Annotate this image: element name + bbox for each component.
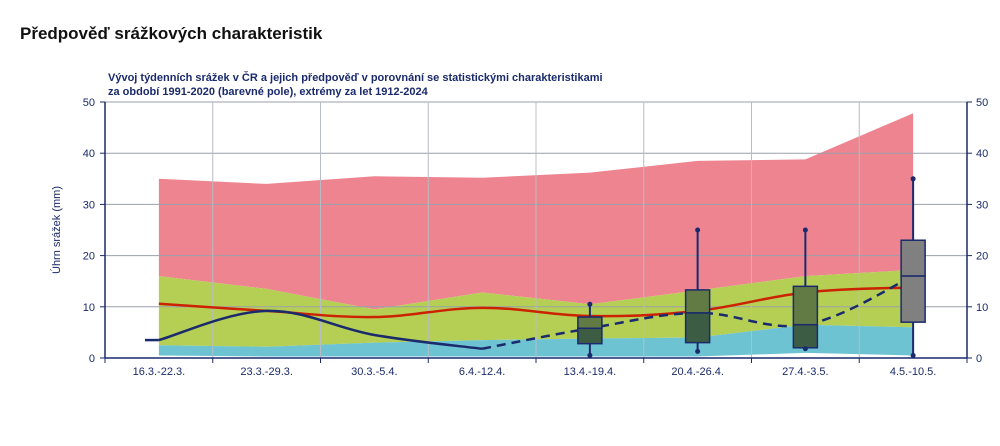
chart-title-line2: za období 1991-2020 (barevné pole), extr… (108, 86, 429, 98)
x-tick-label: 4.5.-10.5. (890, 366, 936, 378)
y-tick-label-right: 30 (976, 199, 988, 211)
forecast-boxplots (577, 176, 926, 358)
page-title: Předpověď srážkových charakteristik (20, 24, 323, 43)
y-tick-label-right: 20 (976, 251, 988, 263)
boxplot-upper-box (900, 239, 926, 277)
y-tick-label-right: 40 (976, 148, 988, 160)
boxplot-min-point (587, 352, 593, 358)
x-tick-label: 30.3.-5.4. (351, 366, 397, 378)
x-tick-label: 20.4.-26.4. (671, 366, 724, 378)
y-tick-label-left: 10 (83, 302, 95, 314)
y-tick-label-left: 40 (83, 148, 95, 160)
boxplot-max-point (802, 227, 808, 233)
y-tick-label-left: 0 (89, 353, 95, 365)
axes: 0 0 10 10 20 20 30 30 40 40 50 50 16.3.-22.3. 23.3.-2… (50, 97, 988, 378)
boxplot-min-point (910, 352, 916, 358)
y-axis-label: Úhrn srážek (mm) (50, 186, 63, 274)
y-tick-label-left: 30 (83, 199, 95, 211)
boxplot-lower-box (900, 275, 926, 323)
x-tick-label: 13.4.-19.4. (564, 366, 617, 378)
chart-title-line1: Vývoj týdenních srážek v ČR a jejich pře… (108, 71, 603, 84)
boxplot-upper-box (577, 316, 603, 330)
boxplot-upper-box (684, 289, 711, 314)
x-tick-label: 27.4.-3.5. (782, 366, 828, 378)
y-tick-label-right: 50 (976, 97, 988, 109)
boxplot-lower-box (684, 312, 711, 344)
y-tick-label-left: 50 (83, 97, 95, 109)
grid-lines (105, 101, 967, 358)
x-tick-label: 6.4.-12.4. (459, 366, 505, 378)
boxplot-max-point (910, 176, 916, 182)
boxplot-upper-box (792, 285, 819, 326)
y-tick-label-left: 20 (83, 251, 95, 263)
boxplot-max-point (695, 227, 701, 233)
x-tick-label: 16.3.-22.3. (133, 366, 186, 378)
y-tick-label-right: 0 (976, 353, 982, 365)
x-tick-label: 23.3.-29.3. (240, 366, 293, 378)
boxplot-max-point (587, 301, 593, 307)
boxplot-min-point (695, 348, 701, 354)
boxplot-lower-box (577, 327, 603, 345)
observed-line (158, 309, 483, 351)
boxplot-min-point (802, 346, 808, 352)
boxplot-lower-box (792, 323, 819, 349)
y-tick-label-right: 10 (976, 302, 988, 314)
